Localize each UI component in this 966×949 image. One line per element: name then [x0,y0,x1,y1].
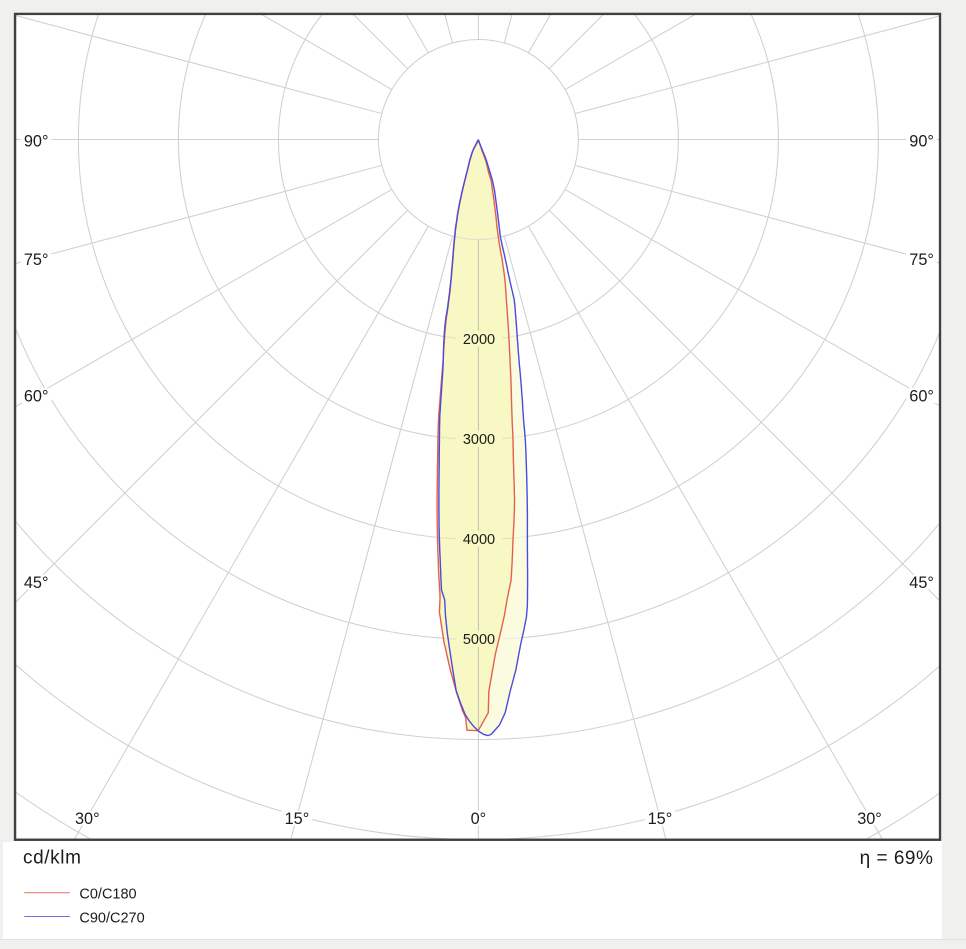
svg-text:75°: 75° [909,251,934,269]
svg-text:2000: 2000 [463,332,495,348]
svg-text:30°: 30° [857,810,882,828]
svg-text:30°: 30° [75,810,100,828]
svg-text:75°: 75° [24,251,49,269]
svg-text:cd/klm: cd/klm [23,847,82,868]
svg-text:45°: 45° [909,574,934,592]
svg-text:3000: 3000 [463,432,495,448]
svg-text:60°: 60° [24,387,49,405]
svg-text:5000: 5000 [463,632,495,648]
svg-text:η = 69%: η = 69% [860,848,934,869]
svg-text:90°: 90° [909,133,934,151]
svg-text:45°: 45° [24,574,49,592]
svg-text:15°: 15° [648,810,673,828]
svg-text:C90/C270: C90/C270 [79,910,144,926]
svg-text:C0/C180: C0/C180 [79,887,136,903]
svg-text:0°: 0° [471,810,487,828]
svg-text:60°: 60° [909,387,934,405]
svg-text:90°: 90° [24,133,49,151]
svg-text:15°: 15° [285,810,310,828]
svg-text:4000: 4000 [463,532,495,548]
